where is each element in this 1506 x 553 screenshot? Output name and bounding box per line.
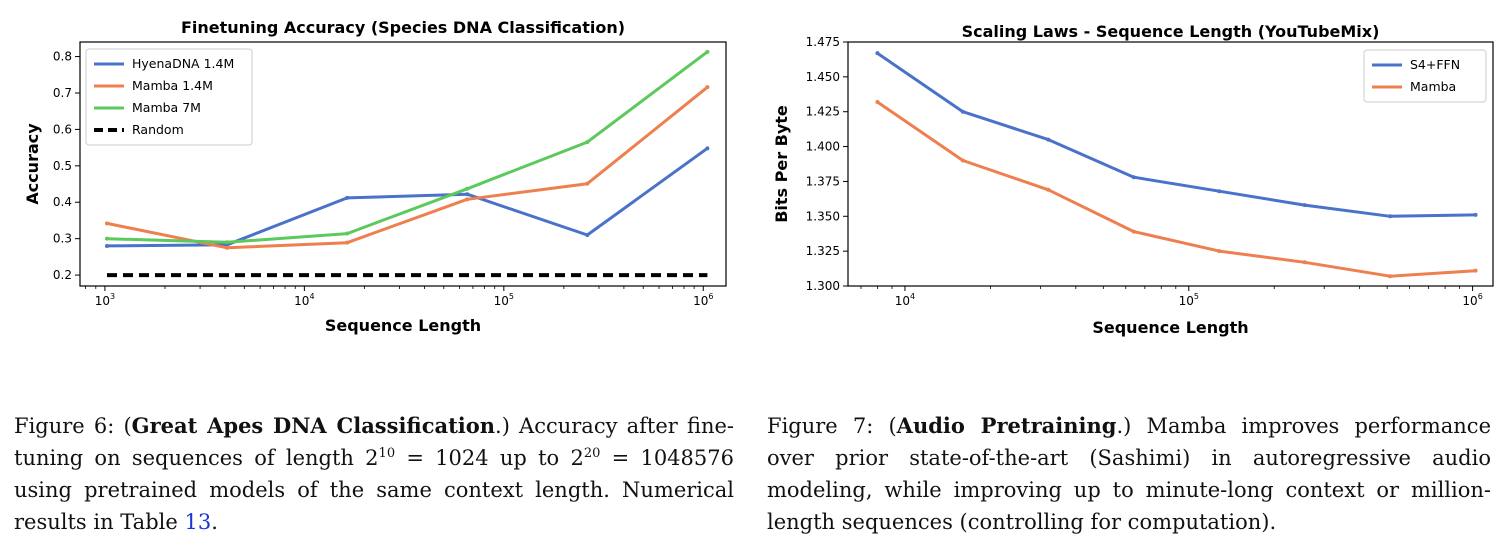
y-tick-label: 1.300	[806, 279, 840, 293]
data-point-mamba	[960, 158, 965, 163]
data-point-mamba	[1131, 229, 1136, 234]
data-point-hyenadna-1-4m	[465, 192, 470, 197]
data-point-mamba	[875, 99, 880, 104]
y-axis-label: Bits Per Byte	[772, 105, 791, 223]
data-point-s4-ffn	[875, 51, 880, 56]
caption-7-text: .) Mamba improves performance over prior…	[767, 414, 1491, 534]
y-tick-label: 1.475	[806, 35, 840, 49]
y-axis-label: Accuracy	[23, 123, 42, 205]
figure-6: Finetuning Accuracy (Species DNA Classif…	[0, 0, 740, 553]
data-point-mamba-7m	[104, 236, 109, 241]
caption-6-text-c: = 1048576 using pretrained models of the…	[14, 446, 734, 534]
y-tick-label: 1.400	[806, 140, 840, 154]
data-point-mamba-1-4m	[104, 221, 109, 226]
data-point-mamba-1-4m	[465, 197, 470, 202]
y-tick-label: 0.4	[53, 195, 72, 209]
legend-label: Random	[132, 122, 184, 137]
y-tick-label: 0.8	[53, 50, 72, 64]
chart-title: Scaling Laws - Sequence Length (YouTubeM…	[962, 22, 1380, 41]
x-tick-label: 105	[494, 292, 514, 308]
figure-7-caption: Figure 7: (Audio Pretraining.) Mamba imp…	[767, 410, 1491, 538]
data-point-hyenadna-1-4m	[705, 146, 710, 151]
data-point-mamba-7m	[345, 231, 350, 236]
data-point-s4-ffn	[1217, 189, 1222, 194]
caption-6-bold: Great Apes DNA Classification	[131, 413, 496, 438]
series-line-mamba-1-4m	[106, 86, 709, 250]
legend-label: Mamba 7M	[132, 100, 201, 115]
data-point-s4-ffn	[1388, 214, 1393, 219]
x-tick-label: 104	[294, 292, 314, 308]
y-tick-label: 0.3	[53, 232, 72, 246]
chart-scaling-laws: Scaling Laws - Sequence Length (YouTubeM…	[772, 22, 1494, 337]
caption-6-text-a: .) Accuracy after fine-tuning on sequenc…	[14, 414, 734, 470]
legend-label: Mamba	[1410, 79, 1456, 94]
data-point-hyenadna-1-4m	[104, 243, 109, 248]
data-point-mamba-1-4m	[585, 181, 590, 186]
data-point-hyenadna-1-4m	[345, 195, 350, 200]
y-tick-label: 0.7	[53, 86, 72, 100]
x-tick-label: 105	[1179, 292, 1199, 308]
legend-label: Mamba 1.4M	[132, 78, 213, 93]
data-point-mamba-7m	[225, 240, 230, 245]
series-line-mamba-7m	[106, 50, 709, 244]
data-point-s4-ffn	[1046, 137, 1051, 142]
x-axis-label: Sequence Length	[1092, 318, 1248, 337]
x-axis-label: Sequence Length	[325, 316, 481, 335]
chart-finetuning-accuracy: Finetuning Accuracy (Species DNA Classif…	[23, 18, 727, 335]
x-tick-label: 103	[95, 292, 115, 308]
y-tick-label: 0.5	[53, 159, 72, 173]
table-13-link[interactable]: 13	[184, 510, 212, 534]
x-tick-label: 106	[693, 292, 713, 308]
plot-frame	[847, 41, 1494, 287]
data-point-hyenadna-1-4m	[585, 233, 590, 238]
y-tick-label: 1.375	[806, 174, 840, 188]
legend-label: S4+FFN	[1410, 57, 1460, 72]
y-tick-label: 0.2	[53, 268, 72, 282]
y-tick-label: 1.425	[806, 105, 840, 119]
y-tick-label: 0.6	[53, 122, 72, 136]
caption-7-bold: Audio Pretraining	[896, 413, 1117, 438]
legend-label: HyenaDNA 1.4M	[132, 56, 234, 71]
data-point-mamba-7m	[705, 49, 710, 54]
figure-7: Scaling Laws - Sequence Length (YouTubeM…	[755, 0, 1506, 553]
data-point-mamba-1-4m	[345, 240, 350, 245]
caption-6-text-b: = 1024 up to 2	[395, 446, 584, 470]
caption-6-end: .	[211, 510, 218, 534]
data-point-s4-ffn	[1131, 175, 1136, 180]
x-tick-label: 104	[895, 292, 915, 308]
legend-box	[85, 48, 253, 146]
x-tick-label: 106	[1462, 292, 1482, 308]
plot-frame	[79, 41, 727, 287]
data-point-mamba-7m	[585, 140, 590, 145]
series-line-s4-ffn	[876, 51, 1476, 218]
caption-7-label: Figure 7: (	[767, 414, 897, 438]
data-point-mamba-7m	[465, 186, 470, 191]
y-tick-label: 1.350	[806, 209, 840, 223]
data-point-s4-ffn	[1473, 212, 1478, 217]
data-point-mamba	[1217, 249, 1222, 254]
caption-6-sup-2: 20	[583, 446, 601, 461]
series-line-hyenadna-1-4m	[106, 147, 709, 248]
series-line-mamba	[876, 100, 1476, 278]
data-point-s4-ffn	[960, 109, 965, 114]
data-point-mamba	[1388, 274, 1393, 279]
legend-box	[1363, 49, 1487, 103]
caption-6-label: Figure 6: (	[14, 414, 132, 438]
data-point-mamba-1-4m	[705, 85, 710, 90]
data-point-mamba	[1473, 268, 1478, 273]
caption-6-sup-1: 10	[378, 446, 396, 461]
data-point-mamba-1-4m	[225, 245, 230, 250]
data-point-mamba	[1046, 187, 1051, 192]
data-point-mamba	[1302, 260, 1307, 265]
data-point-s4-ffn	[1302, 203, 1307, 208]
chart-title: Finetuning Accuracy (Species DNA Classif…	[181, 18, 625, 37]
y-tick-label: 1.325	[806, 244, 840, 258]
figure-6-caption: Figure 6: (Great Apes DNA Classification…	[14, 410, 734, 538]
y-tick-label: 1.450	[806, 70, 840, 84]
